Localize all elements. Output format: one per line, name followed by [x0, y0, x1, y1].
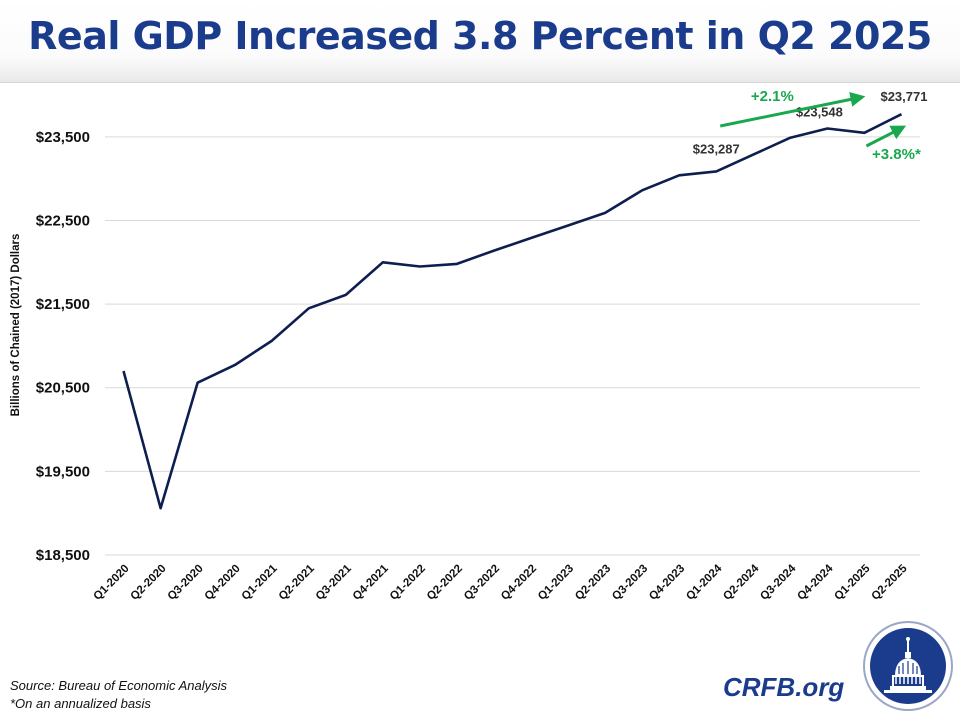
x-tick-label: Q1-2020 [92, 563, 132, 603]
x-tick-label: Q4-2024 [795, 562, 836, 603]
y-tick-label: $19,500 [36, 463, 90, 480]
x-tick-label: Q4-2022 [499, 563, 539, 603]
x-tick-label: Q2-2020 [129, 563, 169, 603]
x-tick-label: Q3-2021 [314, 562, 355, 603]
x-tick-label: Q2-2023 [573, 563, 613, 603]
x-tick-label: Q1-2025 [832, 562, 873, 603]
x-tick-label: Q4-2023 [647, 563, 687, 603]
brand-link[interactable]: CRFB.org [723, 672, 845, 702]
x-tick-label: Q3-2024 [758, 562, 799, 603]
y-tick-label: $22,500 [36, 212, 90, 229]
y-tick-label: $21,500 [36, 296, 90, 313]
y-axis-title: Billions of Chained (2017) Dollars [10, 234, 22, 417]
source-note: Source: Bureau of Economic Analysis [10, 678, 228, 693]
gdp-series-line [122, 113, 903, 510]
y-tick-label: $23,500 [36, 129, 90, 146]
x-tick-label: Q1-2021 [240, 562, 281, 603]
x-tick-label: Q3-2022 [462, 563, 502, 603]
growth-arrow-2-1 [719, 92, 866, 128]
x-tick-label: Q2-2025 [869, 562, 910, 603]
x-tick-label: Q1-2023 [536, 563, 576, 603]
x-tick-label: Q3-2023 [610, 563, 650, 603]
page-title: Real GDP Increased 3.8 Percent in Q2 202… [28, 14, 932, 58]
title-banner: Real GDP Increased 3.8 Percent in Q2 202… [0, 0, 960, 83]
x-tick-label: Q3-2020 [166, 563, 206, 603]
x-tick-label: Q2-2024 [721, 562, 762, 603]
x-tick-label: Q2-2021 [277, 562, 318, 603]
x-tick-label: Q4-2020 [203, 563, 243, 603]
capitol-seal-icon [863, 621, 953, 711]
data-label: $23,771 [880, 89, 927, 104]
x-tick-label: Q2-2022 [425, 563, 465, 603]
growth-label-3-8: +3.8%* [872, 146, 921, 163]
x-tick-label: Q4-2021 [351, 562, 392, 603]
y-tick-label: $18,500 [36, 547, 90, 564]
data-label: $23,287 [693, 141, 740, 156]
x-tick-label: Q1-2024 [684, 562, 725, 603]
y-tick-label: $20,500 [36, 380, 90, 397]
growth-arrow-3-8 [865, 125, 907, 148]
x-tick-label: Q1-2022 [388, 563, 428, 603]
growth-label-2-1: +2.1% [751, 88, 794, 105]
footnote: *On an annualized basis [10, 696, 151, 711]
